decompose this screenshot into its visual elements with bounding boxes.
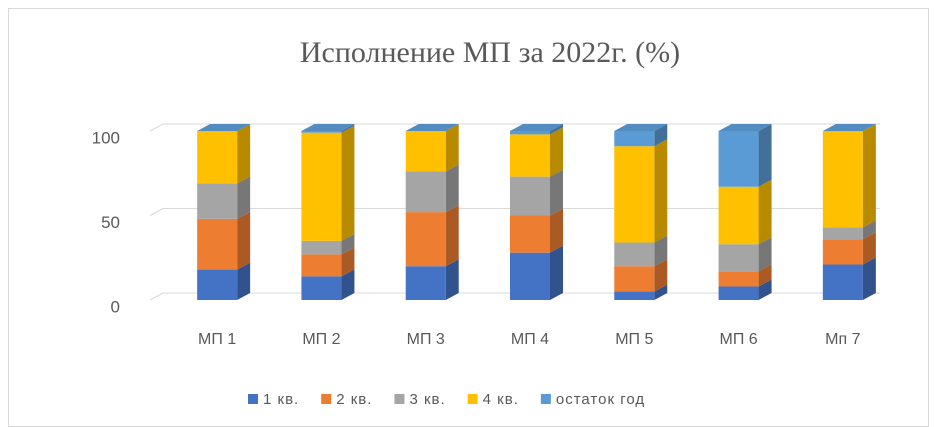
bar-side [862, 124, 876, 228]
bar-side [862, 257, 876, 300]
legend: 1 кв. 2 кв. 3 кв. 4 кв. остаток год [248, 391, 645, 408]
legend-swatch [394, 394, 405, 404]
bar [718, 286, 759, 300]
legend-swatch [248, 394, 258, 404]
bar-side [550, 169, 563, 216]
bar [405, 266, 446, 300]
bar-side [758, 264, 772, 287]
bar-side [237, 124, 251, 184]
bar [301, 276, 342, 300]
bar [718, 131, 759, 187]
legend-label: 3 кв. [409, 391, 445, 408]
bar-side [654, 259, 668, 292]
bar [197, 183, 238, 219]
bar [197, 131, 238, 184]
bar [510, 176, 550, 216]
bar [405, 212, 446, 267]
bar [614, 146, 655, 243]
x-tick-label: Мп 7 [825, 331, 860, 348]
plot-area: 0 50 100 МП 1 МП 2 МП 3 МП 4 МП 5 МП 6 Мп 7 [92, 123, 880, 348]
bar-top [301, 124, 355, 131]
bar [614, 242, 655, 267]
bar [718, 186, 759, 245]
bar-side [654, 139, 668, 243]
bar-side [237, 262, 251, 300]
bar [510, 252, 550, 300]
y-tick-label: 50 [101, 213, 120, 232]
bar-side [341, 247, 355, 277]
legend-swatch [321, 394, 332, 404]
bar [614, 291, 655, 300]
bar-side [550, 124, 563, 135]
bar-side [445, 205, 459, 267]
bar-side [758, 279, 772, 300]
bar-side [445, 124, 459, 172]
bar [405, 171, 446, 213]
bar-side [550, 127, 563, 177]
bar-side [341, 233, 355, 255]
x-tick-label: МП 3 [407, 331, 445, 348]
bar-side [862, 232, 876, 265]
bar-side [341, 125, 355, 241]
bar-side [654, 124, 668, 147]
legend-swatch [540, 394, 551, 404]
legend-label: 1 кв. [263, 391, 299, 408]
bar [614, 266, 655, 292]
bar-side [550, 245, 563, 300]
bar [301, 132, 342, 241]
grid-line [149, 292, 164, 301]
bar-side [341, 269, 355, 300]
legend-label: остаток год [556, 391, 645, 408]
bar-top [197, 124, 251, 131]
bar-side [758, 237, 772, 272]
bar [301, 240, 342, 255]
bar [718, 271, 759, 287]
bar-side [654, 235, 668, 267]
bar-side [237, 211, 251, 270]
y-tick-label: 100 [92, 128, 120, 147]
bar [510, 131, 550, 135]
chart-title: Исполнение МП за 2022г. (%) [300, 36, 680, 69]
bar-top [614, 124, 668, 131]
x-tick-label: МП 6 [719, 331, 757, 348]
bar-side [341, 124, 355, 133]
bar [301, 254, 342, 277]
bar [822, 131, 863, 228]
bar [822, 227, 863, 240]
grid-line [149, 123, 164, 132]
bar [718, 244, 759, 272]
bar-side [550, 208, 563, 253]
bar [197, 218, 238, 270]
legend-label: 2 кв. [336, 391, 372, 408]
bar [301, 131, 342, 133]
x-tick-label: МП 2 [302, 331, 340, 348]
bar [822, 239, 863, 265]
bar [614, 131, 655, 147]
y-tick-label: 0 [111, 297, 120, 316]
legend-label: 4 кв. [483, 391, 519, 408]
bar-side [758, 124, 772, 187]
bar [405, 131, 446, 172]
x-tick-label: МП 4 [511, 331, 549, 348]
bar-side [654, 284, 668, 300]
chart-frame [8, 8, 929, 427]
bar-side [758, 179, 772, 245]
bar-top [718, 124, 772, 131]
bar-side [237, 176, 251, 219]
bar [510, 134, 550, 177]
bar-side [445, 164, 459, 213]
bar [197, 269, 238, 300]
legend-swatch [467, 394, 478, 404]
grid-line [149, 208, 164, 216]
x-tick-label: МП 5 [615, 331, 653, 348]
x-tick-label: МП 1 [198, 331, 236, 348]
bar [510, 215, 550, 253]
bar-top [405, 124, 459, 131]
bar-top [510, 124, 563, 131]
bar [822, 264, 863, 300]
bar-side [445, 259, 459, 300]
bar-side [862, 220, 876, 240]
bar-top [822, 124, 876, 131]
